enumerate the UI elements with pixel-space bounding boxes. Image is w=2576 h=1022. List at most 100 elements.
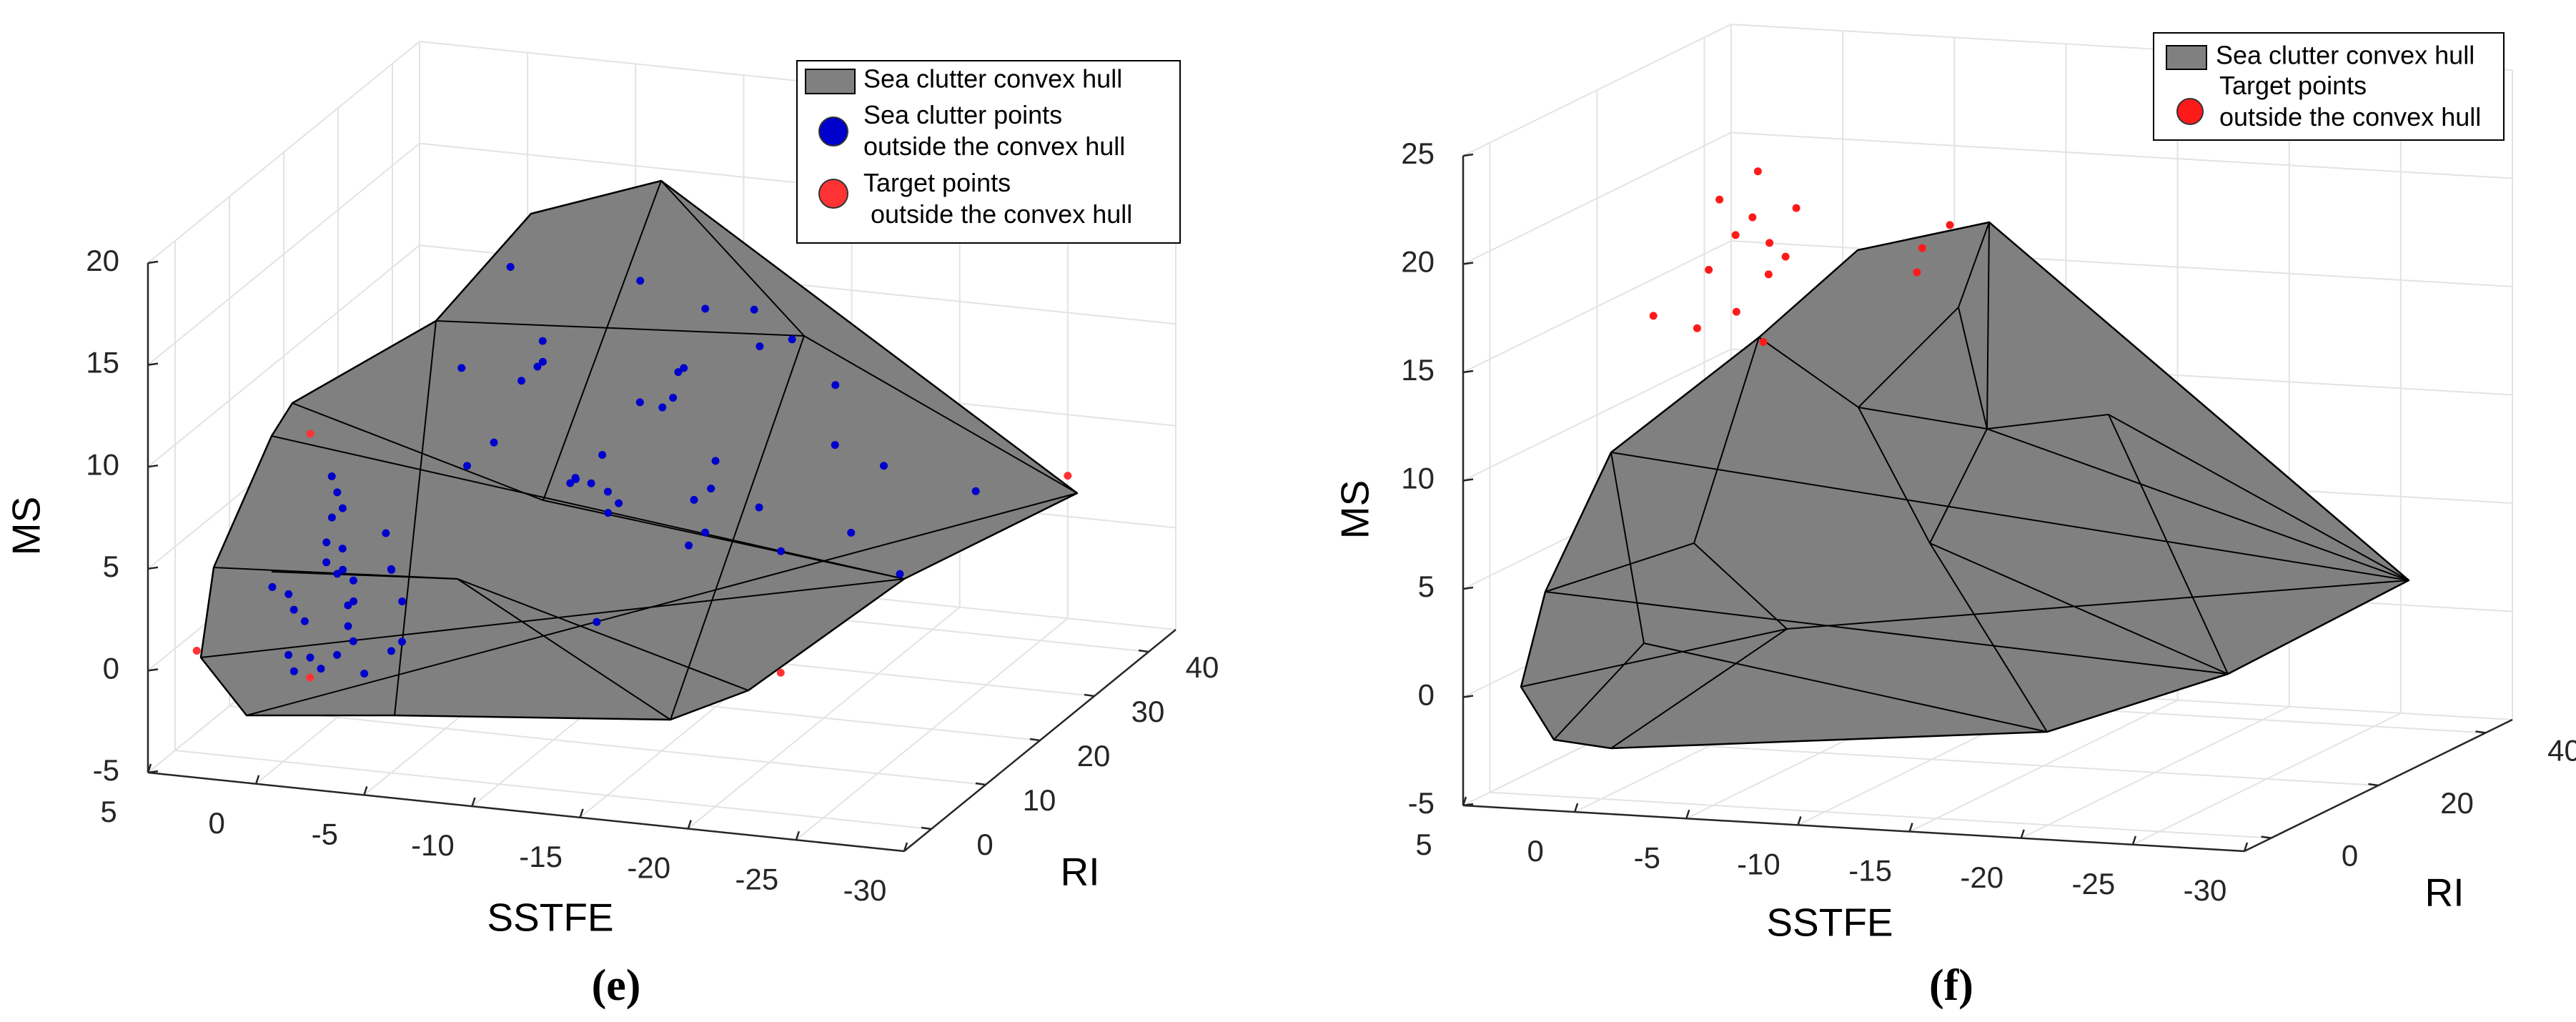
hull-edge (200, 578, 905, 658)
grid-line (147, 41, 420, 264)
point (636, 277, 645, 285)
tick-mark (1685, 809, 1690, 819)
tick-mark (1908, 823, 1913, 832)
point (350, 597, 358, 605)
grid-line (174, 750, 932, 830)
point (1064, 472, 1072, 480)
point (1715, 195, 1724, 204)
point (750, 305, 758, 314)
points-f (1649, 167, 1954, 346)
hull-edge (434, 213, 1078, 494)
tick-mark (147, 362, 159, 366)
point (268, 582, 277, 591)
point (538, 337, 547, 345)
tick-mark (363, 786, 368, 795)
z-tick-label: 15 (86, 346, 119, 379)
point (658, 403, 667, 412)
grid-line (1462, 348, 1732, 482)
z-axis-label: MS (1333, 480, 1377, 540)
legend-box (796, 60, 1181, 244)
x-tick-label: -15 (1848, 854, 1892, 888)
point (1765, 239, 1774, 247)
y-tick-label: 40 (1186, 650, 1219, 684)
x-tick-label: -15 (519, 840, 563, 873)
point (387, 565, 396, 574)
hull-edge (1553, 452, 1645, 740)
point (831, 381, 840, 390)
point (1732, 307, 1740, 316)
point (338, 504, 347, 512)
point (1764, 270, 1773, 279)
x-tick-label: -5 (1634, 840, 1660, 874)
tick-mark (1797, 816, 1802, 825)
point (398, 597, 407, 605)
x-tick-label: -20 (627, 851, 670, 885)
point (490, 438, 498, 447)
point (344, 622, 352, 630)
point (756, 342, 764, 351)
x-tick-label: 5 (1415, 828, 1432, 861)
tick-mark (254, 775, 260, 785)
tick-mark (147, 668, 159, 672)
hull (199, 179, 1079, 721)
hull (1520, 221, 2410, 750)
point (1731, 231, 1740, 239)
tick-mark (2261, 835, 2272, 839)
point (1913, 268, 1921, 277)
tick-mark (1084, 693, 1095, 698)
point (289, 667, 298, 675)
point (603, 487, 612, 496)
point (284, 590, 293, 598)
point (711, 457, 720, 465)
point (680, 364, 688, 372)
point (788, 335, 796, 344)
x-tick-label: 0 (208, 806, 224, 840)
tick-mark (1462, 695, 1474, 698)
point (349, 576, 357, 585)
point (685, 541, 693, 550)
tick-mark (1462, 478, 1474, 482)
tick-mark (2243, 842, 2249, 852)
point (1649, 312, 1658, 320)
point (306, 430, 314, 438)
point (1748, 213, 1757, 222)
z-tick-label: 25 (1401, 137, 1435, 170)
point (847, 528, 856, 537)
tick-mark (1462, 803, 1474, 807)
point (533, 362, 542, 371)
legend-box (2153, 32, 2505, 141)
hull-edge (1643, 643, 2048, 733)
x-tick-label: 5 (100, 795, 117, 828)
grid-line (1730, 132, 2513, 179)
point (1946, 221, 1954, 229)
point (615, 499, 623, 507)
point (572, 475, 580, 483)
point (322, 538, 331, 547)
legend-label: Sea clutter convex hull (863, 64, 1122, 94)
point (604, 509, 613, 517)
z-tick-label: 10 (1401, 462, 1435, 495)
point (701, 304, 710, 313)
point (831, 441, 839, 450)
legend-swatch (2166, 45, 2207, 70)
x-tick-label: -30 (2184, 873, 2227, 907)
tick-mark (2368, 783, 2379, 787)
point (333, 488, 342, 497)
legend-marker (818, 179, 848, 209)
x-tick-label: -30 (843, 873, 887, 907)
point (349, 637, 357, 645)
hull-edges (200, 180, 1078, 720)
point (755, 503, 763, 512)
x-axis-label: SSTFE (1766, 901, 1893, 945)
tick-mark (1462, 586, 1474, 590)
z-tick-label: 0 (1418, 678, 1435, 712)
point (896, 570, 904, 578)
y-tick-label: 20 (2440, 786, 2474, 820)
tick-mark (471, 797, 476, 807)
x-tick-label: -25 (2072, 867, 2116, 901)
caption: (f) (1929, 961, 1973, 1010)
point (538, 357, 547, 366)
grid-line (1462, 240, 1732, 373)
tick-mark (795, 830, 801, 840)
z-tick-label: 5 (1418, 570, 1435, 603)
